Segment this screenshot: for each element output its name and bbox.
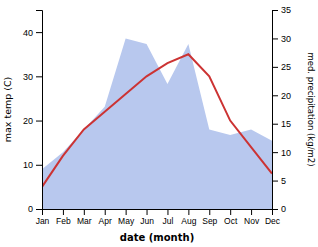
y-tick-label: 40 (23, 27, 33, 37)
y-tick: 10 (23, 160, 42, 170)
x-tick: Aug (181, 209, 196, 226)
y2-tick-label: 0 (281, 204, 286, 214)
x-tick: Jun (140, 209, 154, 226)
y2-tick-label: 35 (281, 5, 291, 15)
y2-tick-label: 5 (281, 176, 286, 186)
marks (42, 38, 272, 209)
y2-tick-mark (272, 152, 278, 153)
x-axis-line (43, 210, 273, 216)
y2-tick: 5 (272, 176, 286, 186)
x-tick-label: Sep (202, 216, 217, 226)
x-tick: Mar (77, 209, 92, 226)
y2-tick-mark (272, 10, 278, 11)
x-tick-mark (230, 209, 231, 215)
x-tick-label: Feb (56, 216, 71, 226)
y-tick-mark (36, 121, 42, 122)
y-tick: 40 (23, 27, 42, 37)
x-tick-label: Aug (181, 216, 196, 226)
y2-tick-label: 10 (281, 148, 291, 158)
y-tick-mark (36, 165, 42, 166)
x-tick: Dec (265, 209, 281, 226)
y-tick: 0 (28, 204, 42, 214)
y2-axis: 0 5 10 15 20 25 30 35 (272, 5, 291, 214)
y-tick-label: 20 (23, 116, 33, 126)
y2-tick-label: 20 (281, 91, 291, 101)
x-tick-label: May (118, 216, 135, 226)
x-axis: Jan Feb Mar Apr May Jun Jul Aug Sep Oct Nov Dec (36, 209, 281, 226)
x-tick-mark (84, 209, 85, 215)
y2-tick: 20 (272, 91, 291, 101)
y2-tick-mark (272, 181, 278, 182)
x-tick-mark (188, 209, 189, 215)
x-tick-label: Dec (265, 216, 281, 226)
x-tick-label: Apr (99, 216, 112, 226)
x-tick-label: Jun (140, 216, 154, 226)
y2-tick: 35 (272, 5, 291, 15)
y2-tick: 15 (272, 119, 291, 129)
x-tick: May (118, 209, 135, 226)
y2-tick-label: 25 (281, 62, 291, 72)
y2-tick-mark (272, 209, 278, 210)
x-tick: Apr (99, 209, 112, 226)
x-tick-mark (126, 209, 127, 215)
x-tick-label: Jan (36, 216, 50, 226)
y2-tick-label: 30 (281, 34, 291, 44)
x-tick: Jan (36, 209, 50, 226)
y-tick-label: 0 (28, 204, 33, 214)
line (42, 54, 272, 187)
y-tick-mark (36, 209, 42, 210)
y2-tick-mark (272, 124, 278, 125)
y2-axis-line (273, 11, 279, 210)
y2-tick-mark (272, 95, 278, 96)
y-tick-label: 30 (23, 72, 33, 82)
x-tick: Sep (202, 209, 217, 226)
y2-tick-label: 15 (281, 119, 291, 129)
y2-tick-mark (272, 67, 278, 68)
x-tick: Jul (163, 209, 174, 226)
x-tick: Nov (244, 209, 260, 226)
y2-tick: 30 (272, 34, 291, 44)
y2-tick: 10 (272, 148, 291, 158)
x-tick-mark (209, 209, 210, 215)
y-tick-mark (36, 32, 42, 33)
y-tick-mark (36, 76, 42, 77)
y-tick: 20 (23, 116, 42, 126)
y2-tick-mark (272, 38, 278, 39)
y-axis-title: max temp (C) (2, 77, 13, 143)
x-tick-mark (251, 209, 252, 215)
y2-tick: 0 (272, 204, 286, 214)
x-tick-label: Oct (224, 216, 238, 226)
x-tick-label: Nov (244, 216, 260, 226)
plot: JanFebMarAprMayJunJulAugSepOctNovDec0102… (23, 5, 291, 226)
x-tick-mark (105, 209, 106, 215)
x-tick-label: Jul (163, 216, 174, 226)
x-axis-title: date (month) (120, 232, 194, 243)
x-tick: Oct (224, 209, 238, 226)
chart: JanFebMarAprMayJunJulAugSepOctNovDec0102… (0, 0, 318, 247)
y-tick: 30 (23, 72, 42, 82)
y2-tick: 25 (272, 62, 291, 72)
y2-axis-title: med. precipitation (kg/m2) (306, 52, 316, 166)
x-tick-mark (167, 209, 168, 215)
y-axis-line (36, 11, 43, 210)
x-tick: Feb (56, 209, 71, 226)
x-tick-mark (147, 209, 148, 215)
area (42, 38, 272, 209)
x-tick-label: Mar (77, 216, 92, 226)
y-axis: 0 10 20 30 40 (23, 11, 43, 215)
x-tick-mark (63, 209, 64, 215)
y-tick-label: 10 (23, 160, 33, 170)
